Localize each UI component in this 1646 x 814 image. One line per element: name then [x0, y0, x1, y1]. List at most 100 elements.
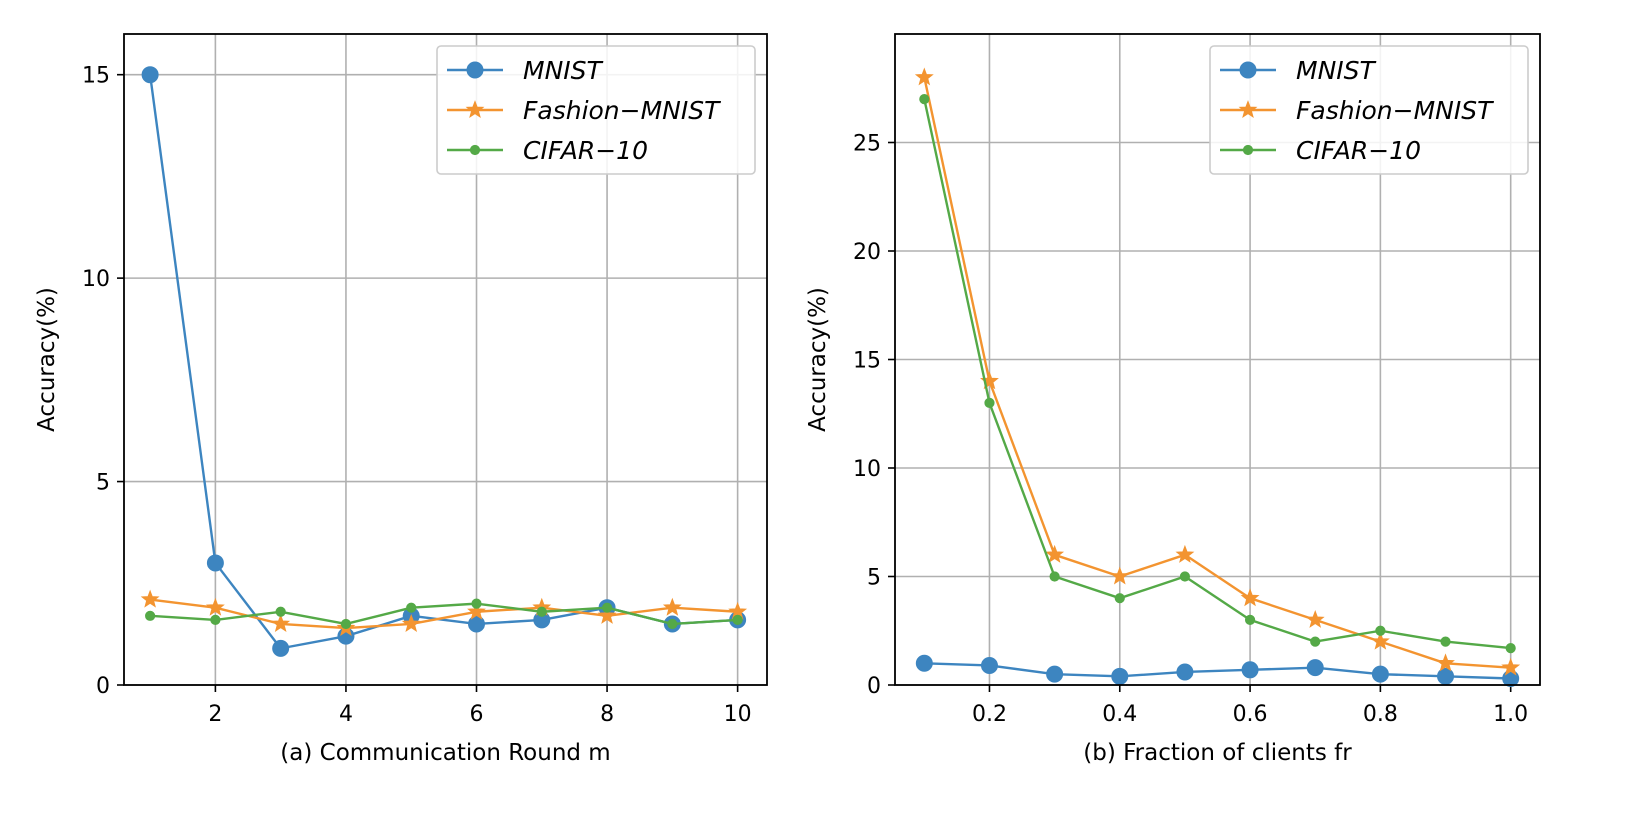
legend-item: CIFAR−10	[1220, 136, 1421, 165]
series-0	[915, 654, 1520, 687]
legend-label: MNIST	[1296, 56, 1377, 85]
data-point	[140, 589, 160, 608]
legend-label: Fashion−MNIST	[523, 96, 721, 125]
data-point	[340, 618, 352, 630]
data-point	[1175, 544, 1195, 563]
data-point	[1440, 636, 1451, 647]
series-2	[145, 598, 743, 630]
legend-box	[1209, 45, 1529, 175]
data-point	[1114, 593, 1125, 604]
series-line	[149, 598, 738, 630]
legend-item: MNIST	[447, 56, 604, 85]
legend-label: MNIST	[523, 56, 604, 85]
data-point	[732, 614, 743, 626]
data-point	[1502, 669, 1520, 687]
y-tick-label: 0	[96, 674, 110, 699]
series-1	[140, 589, 748, 637]
legend: MNIST Fashion−MNIST CIFAR−10	[436, 45, 756, 175]
x-tick-label: 6	[470, 702, 484, 727]
data-point	[468, 615, 486, 633]
y-tick-label: 10	[853, 457, 881, 482]
x-tick-label: 8	[600, 702, 614, 727]
legend-marker	[1242, 144, 1254, 156]
series-line	[923, 98, 1511, 650]
data-point	[980, 656, 998, 674]
x-tick-label: 4	[339, 702, 353, 727]
data-point	[1176, 663, 1194, 681]
axes-frame	[894, 33, 1541, 686]
ticks: 2 4 6 8 10 0 5 10 15	[82, 64, 752, 727]
legend-box	[436, 45, 756, 175]
legend-marker	[1238, 100, 1258, 119]
legend: MNIST Fashion−MNIST CIFAR−10	[1209, 45, 1529, 175]
x-tick-label: 0.4	[1102, 702, 1137, 727]
data-point	[1179, 571, 1191, 582]
data-point	[210, 614, 221, 626]
legend-label: Fashion−MNIST	[1296, 96, 1494, 125]
legend-item: CIFAR−10	[447, 136, 648, 165]
data-point	[536, 606, 547, 617]
data-point	[271, 614, 291, 632]
data-point	[919, 94, 930, 105]
data-point	[1501, 657, 1521, 676]
data-point	[1241, 661, 1259, 679]
x-tick-label: 2	[208, 702, 222, 727]
y-tick-label: 25	[853, 132, 881, 157]
series-line	[150, 602, 738, 626]
data-point	[1371, 665, 1389, 683]
x-tick-label: 0.2	[972, 702, 1007, 727]
data-point	[406, 602, 417, 613]
series-line	[924, 662, 1511, 680]
data-point	[1244, 614, 1256, 626]
data-point	[662, 597, 682, 616]
data-point	[1111, 667, 1129, 685]
series-1	[914, 67, 1521, 676]
data-point	[1505, 643, 1516, 654]
legend-item: MNIST	[1220, 56, 1377, 85]
legend-marker	[466, 61, 484, 79]
data-point	[1305, 609, 1325, 628]
legend-marker	[1239, 61, 1257, 79]
y-tick-label: 15	[82, 64, 110, 89]
x-tick-label: 0.6	[1233, 702, 1268, 727]
y-tick-label: 0	[867, 674, 881, 699]
data-point	[915, 654, 933, 672]
data-point	[984, 397, 995, 408]
data-point	[601, 602, 613, 613]
data-point	[1045, 544, 1065, 563]
data-point	[1310, 636, 1321, 647]
y-tick-label: 15	[853, 349, 881, 374]
series-2	[919, 94, 1516, 654]
data-point	[667, 618, 678, 630]
data-point	[272, 639, 290, 657]
chart-panel-a: 2 4 6 8 10 0 5 10 15 (a) Communication Round m Acc…	[34, 33, 768, 766]
chart-panel-b: 0.2 0.4 0.6 0.8 1.0 0 5 10 15 20 25 (b) Fraction of…	[805, 33, 1541, 766]
data-point	[1240, 588, 1260, 607]
axes-frame	[123, 33, 768, 686]
x-tick-label: 0.8	[1363, 702, 1398, 727]
data-point	[1046, 665, 1064, 683]
data-point	[1049, 571, 1060, 582]
data-point	[1306, 659, 1324, 677]
data-point	[401, 614, 421, 632]
data-point	[597, 605, 617, 624]
data-point	[1375, 625, 1386, 636]
data-point	[1110, 566, 1130, 585]
data-point	[205, 597, 225, 616]
x-tick-label: 1.0	[1493, 702, 1528, 727]
data-point	[275, 606, 286, 617]
legend-label: CIFAR−10	[523, 136, 648, 165]
data-point	[467, 601, 486, 620]
legend-label: CIFAR−10	[1296, 136, 1421, 165]
data-point	[141, 66, 159, 84]
y-tick-label: 5	[96, 471, 110, 496]
y-tick-label: 5	[867, 566, 881, 591]
data-point	[145, 610, 156, 621]
x-axis-label: (b) Fraction of clients fr	[1083, 740, 1352, 766]
legend-item: Fashion−MNIST	[447, 96, 721, 125]
y-axis-label: Accuracy(%)	[805, 287, 831, 432]
data-point	[471, 598, 482, 609]
legend-marker	[465, 100, 485, 119]
x-axis-label: (a) Communication Round m	[280, 740, 610, 766]
